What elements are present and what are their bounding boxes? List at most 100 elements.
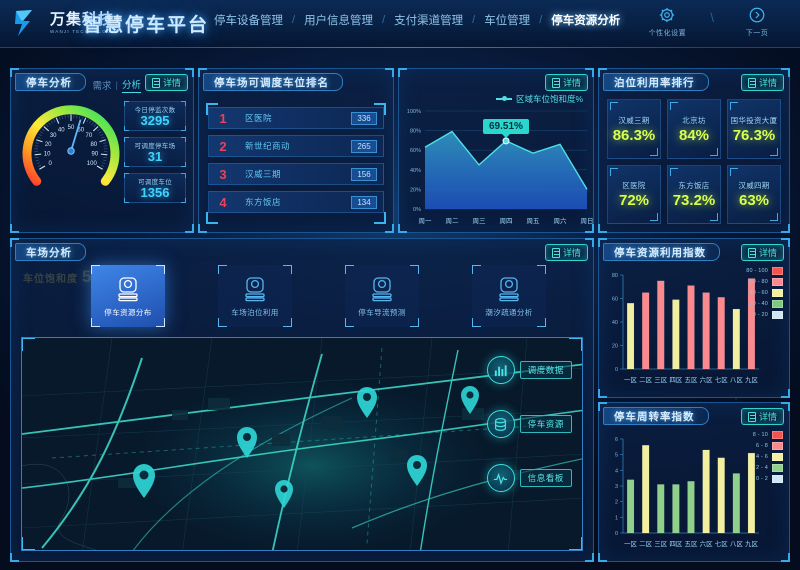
occupancy-grid: 汉威三期 86.3% 北京坊 84% 国华投资大厦 76.3% 区医院 72% … [607,99,781,224]
legend-label: 40 - 60 [749,290,768,296]
detail-label: 详情 [562,78,581,88]
svg-text:周三: 周三 [473,217,487,225]
svg-text:八区: 八区 [730,540,744,548]
next-page-button[interactable]: 下一页 [728,4,786,38]
parking-meter-icon [369,275,395,303]
map-markers[interactable] [22,338,583,551]
yard-tab-label-0: 停车资源分布 [104,307,152,317]
yard-tab-3[interactable]: 潮汐疏通分析 [472,265,546,327]
occupancy-cell-3[interactable]: 区医院 72% [607,164,661,224]
pulse-icon [486,464,515,492]
city-map-visualization[interactable]: 调度数据 停车资源 [21,337,583,551]
rank-row-0[interactable]: 1 区医院 336 [208,107,384,129]
legend-item: 8 - 10 [753,431,783,439]
svg-text:40%: 40% [410,168,421,174]
legend-swatch [772,311,783,319]
nav-item-4-active[interactable]: 停车资源分析 [551,15,621,27]
occupancy-cell-5[interactable]: 汉威四期 63% [727,164,781,224]
svg-text:80%: 80% [410,129,421,135]
legend-swatch [772,442,783,450]
occupancy-cell-2[interactable]: 国华投资大厦 76.3% [727,99,781,159]
gauge-segment-control[interactable]: 需求 | 分析 [92,77,141,93]
nav-item-0[interactable]: 停车设备管理 [214,15,283,27]
detail-button-bar2[interactable]: 详情 [740,408,784,425]
detail-button-bar1[interactable]: 详情 [740,244,784,261]
legend-swatch [772,475,783,483]
occupancy-cell-0[interactable]: 汉威三期 86.3% [607,99,661,159]
legend-swatch [772,278,783,286]
document-icon [747,411,756,422]
svg-text:0: 0 [49,161,53,167]
legend-item: 0 - 20 [746,311,783,319]
legend-label: 6 - 8 [755,443,768,449]
kpi-card-2: 可调度车位 1356 [124,173,186,203]
rank-name-3: 东方饭店 [245,197,282,207]
detail-label: 详情 [758,78,777,88]
parking-analysis-panel: 停车分析 需求 | 分析 详情 [10,68,194,286]
yard-tab-0[interactable]: 停车资源分布 [91,265,165,327]
rank-name-1: 新世纪商动 [245,141,291,151]
svg-text:6: 6 [615,437,618,443]
document-icon [551,77,560,88]
segment-demand[interactable]: 需求 [92,81,112,92]
map-fab-1[interactable]: 停车资源 [486,410,572,438]
legend-item: 2 - 4 [753,464,783,472]
svg-text:一区: 一区 [624,540,638,548]
legend-label: 0 - 2 [755,476,768,482]
kpi-card-1: 可调度停车场 31 [124,137,186,167]
svg-text:90: 90 [92,152,99,158]
legend-swatch [772,300,783,308]
parking-meter-icon [115,275,141,303]
svg-text:30: 30 [50,133,57,139]
rank-value-1: 265 [351,139,377,153]
document-icon [747,247,756,258]
nav-item-2[interactable]: 支付渠道管理 [394,15,464,27]
occupancy-value-0: 86.3% [612,126,656,144]
next-page-label: 下一页 [745,30,769,37]
yard-tab-1[interactable]: 车场泊位利用 [218,265,292,327]
chevron-right-circle-icon [728,4,786,26]
map-fab-2[interactable]: 信息看板 [486,464,572,492]
saturation-gauge: 0 10 20 30 40 50 60 70 80 90 100 [17,95,125,207]
svg-text:七区: 七区 [715,375,729,384]
svg-text:0: 0 [615,367,618,373]
area-chart-svg: 0% 20% 40% 60% 80% 100% 周一 周二 周三 周四 周五 周六 周日 [407,109,594,225]
detail-button-line[interactable]: 详情 [544,74,588,91]
yard-tab-2[interactable]: 停车导流预测 [345,265,419,327]
rank-row-2[interactable]: 3 汉威三期 156 [208,163,384,185]
legend-label: 0 - 20 [752,312,768,318]
rank-row-3[interactable]: 4 东方饭店 134 [208,191,384,213]
wanji-logo-icon [10,6,44,40]
rank-list: 1 区医院 336 2 新世纪商动 265 3 汉威三期 156 4 东方饭店 … [206,103,386,224]
svg-text:20: 20 [612,344,618,350]
segment-analysis[interactable]: 分析 [121,77,141,93]
detail-button-occupancy[interactable]: 详情 [740,74,784,91]
kpi-value-0: 3295 [140,113,170,129]
legend-marker-icon [495,96,512,101]
svg-text:三区: 三区 [654,376,668,384]
nav-item-1[interactable]: 用户信息管理 [304,15,374,27]
svg-text:周六: 周六 [554,216,568,225]
svg-text:周一: 周一 [419,217,433,225]
yard-tab-label-3: 潮汐疏通分析 [485,307,533,317]
map-fab-0[interactable]: 调度数据 [486,356,572,384]
nav-item-3[interactable]: 车位管理 [484,15,531,27]
svg-text:六区: 六区 [700,375,714,384]
occupancy-cell-1[interactable]: 北京坊 84% [667,99,721,159]
legend-item: 80 - 100 [746,267,783,275]
settings-button[interactable]: 个性化设置 [638,4,696,38]
occupancy-cell-4[interactable]: 东方饭店 73.2% [667,164,721,224]
svg-text:七区: 七区 [715,539,729,548]
map-fab-label-1: 停车资源 [519,415,572,433]
svg-text:20%: 20% [410,187,421,193]
settings-label: 个性化设置 [648,30,687,37]
rank-row-1[interactable]: 2 新世纪商动 265 [208,135,384,157]
occupancy-name-5: 汉威四期 [738,181,770,191]
detail-button-yard[interactable]: 详情 [544,244,588,261]
detail-button-gauge[interactable]: 详情 [144,74,188,91]
kpi-card-0: 今日停监次数 3295 [124,101,186,131]
svg-text:八区: 八区 [730,376,744,384]
header-tools: 个性化设置 \ 下一页 [638,4,786,38]
rank-value-0: 336 [351,111,377,125]
